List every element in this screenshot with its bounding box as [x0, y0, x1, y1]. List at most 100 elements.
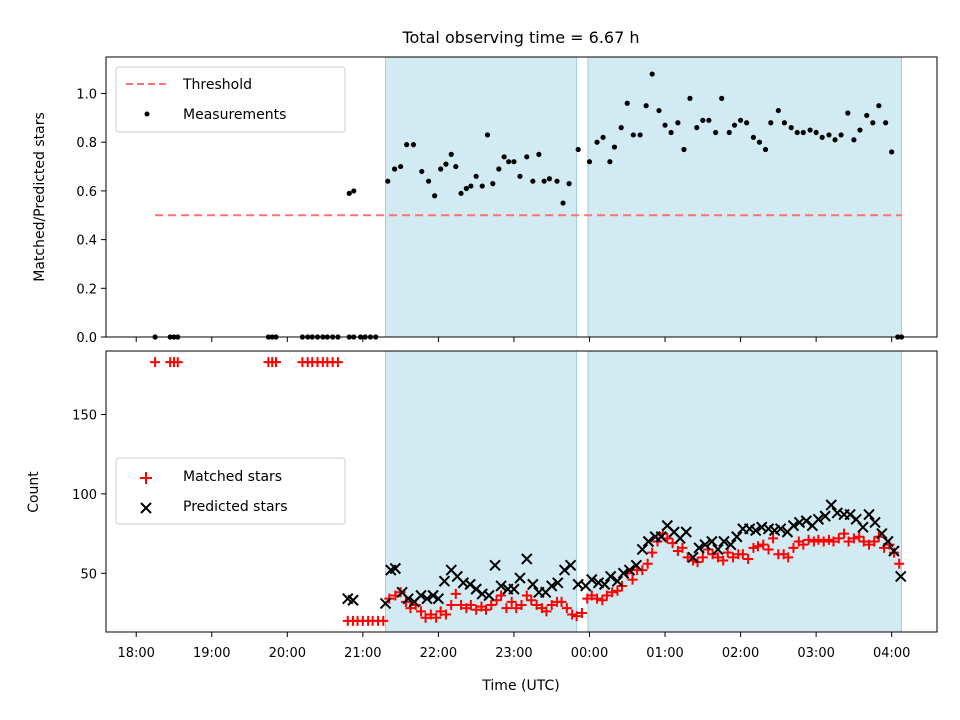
matched-star-point — [612, 585, 623, 596]
measurement-point — [448, 151, 454, 157]
x-tick-label: 22:00 — [420, 646, 457, 661]
measurement-point — [346, 190, 352, 196]
matched-star-point — [440, 609, 451, 620]
measurement-point — [438, 166, 444, 172]
matched-star-point — [450, 588, 461, 599]
measurement-point — [524, 154, 530, 160]
measurement-point — [566, 181, 572, 187]
matched-star-point — [828, 536, 839, 547]
predicted-star-point — [476, 588, 488, 600]
matched-star-point — [718, 555, 729, 566]
measurement-point — [511, 159, 517, 165]
measurement-point — [594, 139, 600, 145]
measurement-point — [838, 132, 844, 138]
predicted-star-point — [718, 535, 730, 548]
predicted-star-point — [586, 573, 598, 586]
matched-star-point — [446, 600, 457, 611]
predicted-star-point — [831, 507, 843, 519]
measurement-point — [750, 134, 757, 140]
matched-star-point — [420, 612, 431, 623]
matched-star-point — [571, 611, 582, 622]
x-tick-label: 23:00 — [495, 646, 532, 661]
legend-threshold-label: Threshold — [182, 77, 252, 93]
matched-star-point — [576, 607, 587, 618]
measurement-point — [443, 161, 449, 167]
matched-star-point — [647, 547, 658, 558]
matched-star-point — [677, 542, 688, 553]
matched-star-point — [465, 600, 476, 611]
matched-star-point — [270, 357, 281, 368]
predicted-star-point — [552, 577, 564, 589]
predicted-star-point — [546, 580, 558, 592]
matched-star-point — [752, 541, 763, 552]
bottom-legend: Matched stars Predicted stars — [115, 457, 346, 525]
bottom-y-ticks: 50 100 150 — [72, 409, 106, 582]
predicted-star-point — [347, 594, 359, 606]
measurement-point — [607, 159, 613, 165]
measurement-point — [385, 178, 391, 184]
matched-star-point — [416, 606, 427, 617]
matched-star-point — [567, 609, 578, 620]
measurement-point — [681, 146, 687, 153]
matched-star-point — [833, 533, 844, 544]
x-tick-label: 03:00 — [797, 646, 834, 661]
matched-star-point — [456, 600, 467, 611]
measurement-point — [731, 122, 738, 128]
predicted-star-point — [869, 516, 881, 529]
measurement-point — [351, 188, 357, 194]
matched-star-point — [783, 552, 794, 563]
measurement-point — [788, 125, 794, 131]
predicted-star-point — [725, 538, 737, 551]
matched-star-point — [888, 547, 899, 558]
bottom-axes-frame — [105, 350, 938, 633]
predicted-star-point — [483, 589, 495, 602]
y-tick-label: 0.8 — [76, 136, 97, 151]
shaded-interval — [587, 56, 902, 338]
measurement-point — [851, 137, 857, 143]
top-x-ticks — [135, 337, 893, 342]
measurement-point — [800, 129, 806, 136]
measurement-point — [864, 112, 870, 119]
x-tick-label: 04:00 — [873, 646, 910, 661]
predicted-star-point — [756, 521, 768, 533]
measurement-point — [700, 117, 706, 123]
matched-star-point — [728, 552, 739, 563]
predicted-star-point — [604, 570, 617, 583]
measurement-point — [662, 122, 668, 128]
measurement-point — [484, 132, 491, 138]
predicted-star-point — [812, 513, 825, 525]
measurement-point — [496, 166, 502, 172]
predicted-star-point — [495, 580, 507, 592]
shaded-interval — [385, 56, 578, 338]
matched-star-point — [843, 536, 854, 547]
shaded-interval — [587, 350, 902, 633]
predicted-star-point — [687, 551, 699, 564]
x-tick-label: 01:00 — [646, 646, 683, 661]
matched-star-point — [712, 552, 723, 563]
predicted-star-point — [774, 523, 787, 535]
predicted-star-point — [706, 535, 718, 548]
measurement-point — [762, 146, 769, 153]
matched-star-point — [471, 604, 482, 615]
matched-star-point — [737, 549, 748, 560]
matched-star-point — [682, 552, 693, 563]
y-tick-label: 0.0 — [76, 331, 97, 346]
predicted-star-point — [787, 519, 800, 532]
measurement-point — [845, 110, 851, 116]
measurement-point — [410, 142, 417, 148]
predicted-star-point — [432, 592, 445, 605]
predicted-star-point — [389, 562, 402, 575]
legend-predicted-swatch — [140, 502, 152, 514]
measurement-point — [463, 185, 469, 192]
measurement-point — [419, 168, 425, 175]
measurement-point — [473, 173, 479, 179]
measurement-point — [506, 159, 512, 165]
y-tick-label: 0.6 — [76, 185, 97, 200]
measurement-point — [630, 132, 636, 138]
predicted-star-point — [895, 570, 907, 583]
matched-star-point — [601, 590, 612, 601]
predicted-star-point — [825, 499, 837, 511]
measurement-point — [719, 95, 725, 101]
measurement-point — [870, 120, 876, 126]
matched-star-point — [839, 528, 850, 539]
